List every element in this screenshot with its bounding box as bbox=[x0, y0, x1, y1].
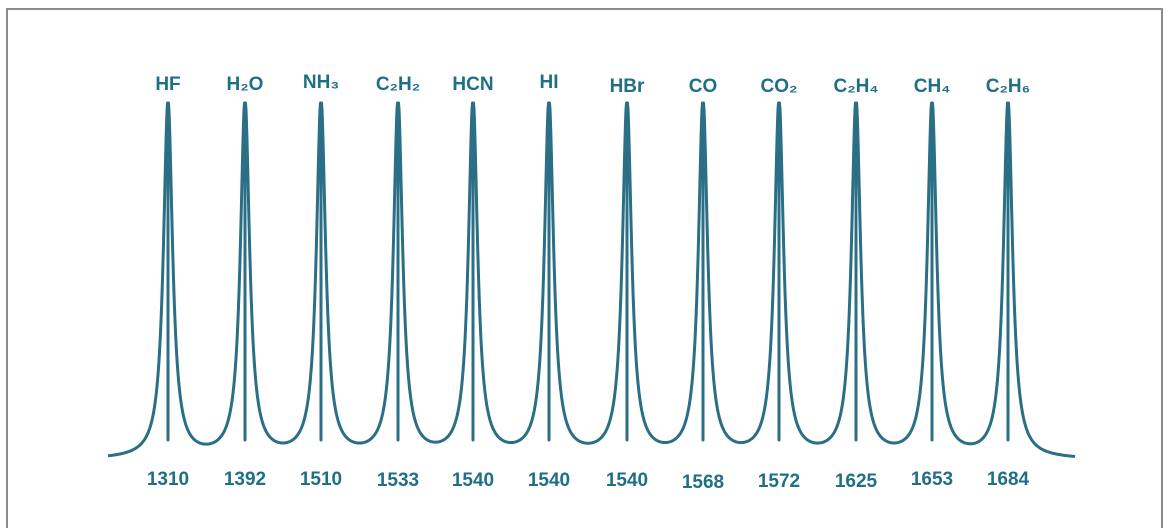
gas-label-7: CO bbox=[689, 76, 718, 97]
wavelength-label-1: 1392 bbox=[224, 469, 266, 490]
gas-label-4: HCN bbox=[452, 74, 493, 95]
gas-label-8: CO₂ bbox=[761, 76, 798, 97]
gas-label-11: C₂H₆ bbox=[986, 76, 1031, 97]
wavelength-label-7: 1568 bbox=[682, 472, 724, 493]
wavelength-label-0: 1310 bbox=[147, 469, 189, 490]
absorption-peaks-chart: HF 1310 H₂O 1392 NH₃ 1510 C₂H₂ 1533 HCN 1540 HI 154… bbox=[107, 72, 1076, 493]
wavelength-label-9: 1625 bbox=[835, 471, 878, 492]
wavelength-label-11: 1684 bbox=[987, 469, 1030, 490]
spectrum-line bbox=[107, 101, 1076, 458]
gas-label-0: HF bbox=[155, 74, 180, 95]
gas-label-1: H₂O bbox=[227, 74, 264, 95]
gas-label-2: NH₃ bbox=[303, 72, 339, 93]
gas-label-3: C₂H₂ bbox=[376, 74, 420, 95]
gas-label-9: C₂H₄ bbox=[834, 76, 879, 97]
wavelength-label-2: 1510 bbox=[300, 469, 342, 490]
gas-label-5: HI bbox=[540, 72, 559, 93]
wavelength-label-3: 1533 bbox=[377, 470, 419, 491]
wavelength-label-6: 1540 bbox=[606, 470, 648, 491]
wavelength-label-8: 1572 bbox=[758, 471, 800, 492]
wavelength-label-4: 1540 bbox=[452, 470, 494, 491]
gas-label-6: HBr bbox=[610, 76, 645, 97]
chart-frame bbox=[6, 8, 1163, 528]
peaks-layer bbox=[107, 101, 1076, 458]
labels-layer: HF 1310 H₂O 1392 NH₃ 1510 C₂H₂ 1533 HCN 1540 HI 154… bbox=[147, 72, 1030, 493]
wavelength-label-5: 1540 bbox=[528, 470, 570, 491]
gas-label-10: CH₄ bbox=[914, 76, 951, 97]
wavelength-label-10: 1653 bbox=[911, 469, 953, 490]
